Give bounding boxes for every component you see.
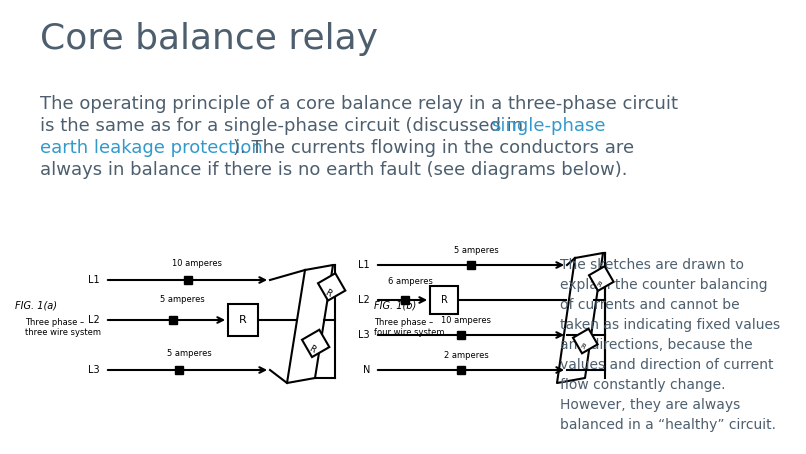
Text: R: R xyxy=(323,288,333,299)
Bar xyxy=(457,366,465,374)
Text: 6 amperes: 6 amperes xyxy=(388,277,433,286)
Text: of currents and cannot be: of currents and cannot be xyxy=(560,298,740,312)
Text: balanced in a “healthy” circuit.: balanced in a “healthy” circuit. xyxy=(560,418,776,432)
Bar xyxy=(401,296,409,304)
Bar xyxy=(430,286,458,314)
Text: Core balance relay: Core balance relay xyxy=(40,22,378,56)
Text: 10 amperes: 10 amperes xyxy=(172,259,222,268)
Text: and directions, because the: and directions, because the xyxy=(560,338,753,352)
Text: The sketches are drawn to: The sketches are drawn to xyxy=(560,258,744,272)
Text: L3: L3 xyxy=(89,365,100,375)
Bar xyxy=(302,330,330,357)
Text: explain the counter balancing: explain the counter balancing xyxy=(560,278,767,292)
Text: 5 amperes: 5 amperes xyxy=(160,295,205,304)
Text: R: R xyxy=(595,281,601,288)
Bar xyxy=(318,273,345,301)
Text: R: R xyxy=(579,343,585,350)
Text: However, they are always: However, they are always xyxy=(560,398,740,412)
Text: Three phase –
four wire system: Three phase – four wire system xyxy=(374,318,444,337)
Text: N: N xyxy=(363,365,370,375)
Bar xyxy=(175,366,183,374)
Text: FIG. 1(a): FIG. 1(a) xyxy=(15,300,57,310)
Text: The operating principle of a core balance relay in a three-phase circuit: The operating principle of a core balanc… xyxy=(40,95,678,113)
Bar xyxy=(467,261,475,269)
Text: 2 amperes: 2 amperes xyxy=(444,351,488,360)
Text: 5 amperes: 5 amperes xyxy=(454,246,498,255)
Text: flow constantly change.: flow constantly change. xyxy=(560,378,725,392)
Bar xyxy=(168,316,177,324)
Text: always in balance if there is no earth fault (see diagrams below).: always in balance if there is no earth f… xyxy=(40,161,628,179)
Text: values and direction of current: values and direction of current xyxy=(560,358,774,372)
Text: L3: L3 xyxy=(359,330,370,340)
Text: L2: L2 xyxy=(358,295,370,305)
Text: 10 amperes: 10 amperes xyxy=(442,316,492,325)
Bar xyxy=(228,304,258,336)
Text: FIG. 1(b): FIG. 1(b) xyxy=(374,300,416,310)
Text: L2: L2 xyxy=(88,315,100,325)
Text: 5 amperes: 5 amperes xyxy=(167,349,212,358)
Bar xyxy=(573,329,597,353)
Text: earth leakage protection: earth leakage protection xyxy=(40,139,263,157)
Bar xyxy=(184,276,192,284)
Text: taken as indicating fixed values: taken as indicating fixed values xyxy=(560,318,780,332)
Text: is the same as for a single-phase circuit (discussed in: is the same as for a single-phase circui… xyxy=(40,117,529,135)
Bar xyxy=(589,266,613,291)
Text: ). The currents flowing in the conductors are: ). The currents flowing in the conductor… xyxy=(234,139,634,157)
Text: Three phase –
three wire system: Three phase – three wire system xyxy=(25,318,101,337)
Text: L1: L1 xyxy=(359,260,370,270)
Bar xyxy=(457,331,465,339)
Text: L1: L1 xyxy=(89,275,100,285)
Text: R: R xyxy=(441,295,447,305)
Text: R: R xyxy=(239,315,247,325)
Text: single-phase: single-phase xyxy=(492,117,606,135)
Text: R: R xyxy=(307,345,317,355)
